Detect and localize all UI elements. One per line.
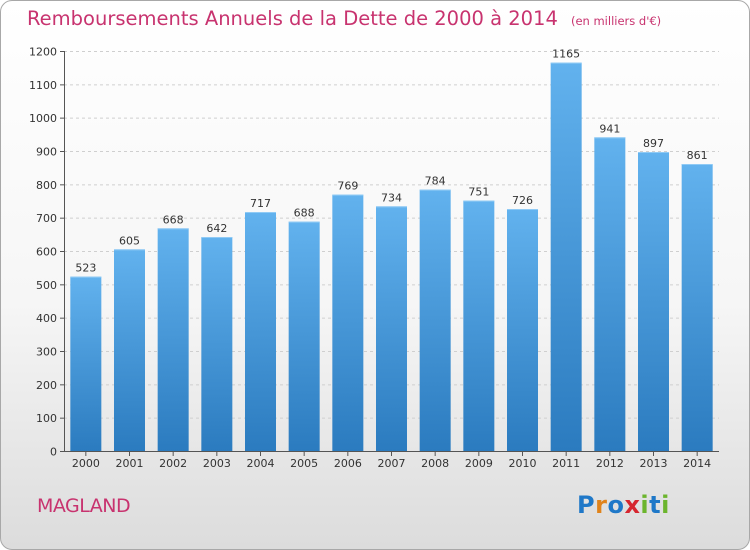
x-tick-label-2001: 2001	[116, 457, 144, 470]
y-tick-label: 600	[36, 246, 57, 259]
value-label-2012: 941	[599, 122, 620, 135]
x-tick-label-2012: 2012	[596, 457, 624, 470]
proxiti-logo: Proxiti	[577, 491, 670, 519]
value-label-2014: 861	[687, 149, 708, 162]
value-label-2008: 784	[425, 175, 446, 188]
bar-2001	[114, 249, 145, 451]
value-label-2001: 605	[119, 234, 140, 247]
x-tick-label-2011: 2011	[552, 457, 580, 470]
bar-2006	[332, 194, 364, 451]
chart-subtitle: (en milliers d'€)	[570, 14, 662, 28]
bar-2007	[376, 206, 407, 451]
x-tick-label-2002: 2002	[159, 457, 187, 470]
bar-2011	[550, 62, 582, 452]
bar-2005	[288, 221, 320, 451]
bar-2014	[681, 164, 713, 451]
bar-2008	[419, 189, 451, 451]
logo-letter: o	[607, 491, 625, 519]
x-tick-label-2007: 2007	[378, 457, 406, 470]
y-tick-label: 500	[36, 279, 57, 292]
y-tick-label: 1200	[29, 46, 57, 59]
bar-2012	[594, 137, 626, 452]
x-tick-label-2013: 2013	[640, 457, 668, 470]
logo-letter: i	[640, 491, 650, 519]
value-label-2009: 751	[468, 186, 489, 199]
bar-2003	[201, 237, 233, 451]
x-tick-label-2010: 2010	[509, 457, 537, 470]
y-tick-label: 100	[36, 412, 57, 425]
y-tick-label: 1100	[29, 79, 57, 92]
value-label-2011: 1165	[552, 48, 580, 61]
value-label-2000: 523	[75, 262, 96, 275]
value-label-2005: 688	[294, 207, 315, 220]
logo-letter: r	[595, 491, 608, 519]
bar-2000	[70, 276, 102, 451]
chart-title: Remboursements Annuels de la Dette de 20…	[27, 7, 558, 30]
logo-letter: x	[624, 491, 641, 519]
y-tick-label: 900	[36, 146, 57, 159]
y-tick-label: 400	[36, 312, 57, 325]
value-label-2002: 668	[163, 213, 184, 226]
x-tick-label-2005: 2005	[290, 457, 318, 470]
commune-name: MAGLAND	[37, 495, 131, 517]
value-label-2006: 769	[337, 180, 358, 193]
y-tick-label: 1000	[29, 112, 57, 125]
bar-2010	[507, 209, 538, 451]
bar-2004	[245, 212, 276, 451]
value-label-2010: 726	[512, 194, 533, 207]
y-tick-label: 700	[36, 212, 57, 225]
logo-letter: P	[577, 491, 596, 519]
x-tick-label-2008: 2008	[421, 457, 449, 470]
title-row: Remboursements Annuels de la Dette de 20…	[27, 7, 661, 30]
y-tick-label: 0	[50, 446, 57, 459]
x-tick-label-2014: 2014	[683, 457, 711, 470]
x-tick-label-2006: 2006	[334, 457, 362, 470]
value-label-2003: 642	[206, 222, 227, 235]
y-tick-label: 300	[36, 346, 57, 359]
logo-letter: t	[649, 491, 662, 519]
y-tick-label: 200	[36, 379, 57, 392]
x-tick-label-2004: 2004	[247, 457, 275, 470]
value-label-2013: 897	[643, 137, 664, 150]
y-tick-label: 800	[36, 179, 57, 192]
x-tick-label-2009: 2009	[465, 457, 493, 470]
value-label-2007: 734	[381, 191, 402, 204]
x-tick-label-2003: 2003	[203, 457, 231, 470]
bar-2009	[463, 200, 495, 451]
logo-letter: i	[661, 491, 670, 519]
x-tick-label-2000: 2000	[72, 457, 100, 470]
value-label-2004: 717	[250, 197, 271, 210]
bar-2002	[157, 228, 189, 451]
bar-2013	[638, 152, 669, 451]
